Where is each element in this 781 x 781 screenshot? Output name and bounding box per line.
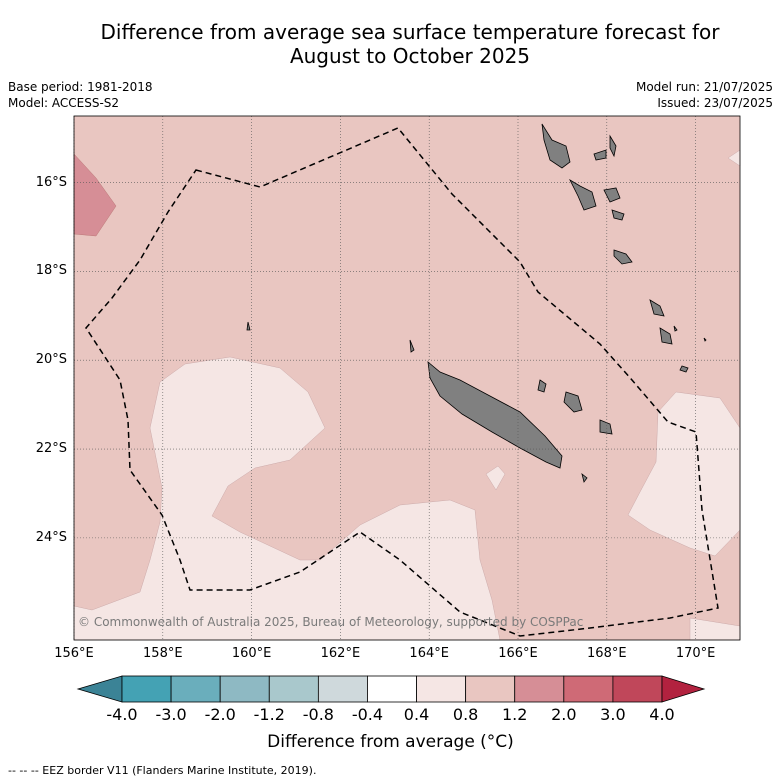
light-anomaly-south (73, 356, 501, 641)
lon-tick-label: 168°E (587, 646, 627, 661)
lon-tick-label: 158°E (143, 646, 183, 661)
land-new-caledonia (427, 361, 563, 469)
lat-tick-label: 22°S (35, 441, 67, 457)
colorbar-swatch (317, 675, 368, 703)
colorbar-tick-label: -3.0 (155, 705, 187, 724)
colorbar-tick-label: 0.4 (403, 705, 430, 724)
lon-tick-label: 164°E (409, 646, 449, 661)
copyright-notice: © Commonwealth of Australia 2025, Bureau… (78, 615, 584, 629)
colorbar-tick-label: 0.8 (452, 705, 479, 724)
colorbar-swatch (416, 675, 467, 703)
map-title-line1: Difference from average sea surface temp… (100, 20, 720, 44)
colorbar-tick-label: -2.0 (204, 705, 236, 724)
colorbar-swatch (367, 675, 417, 703)
lat-tick-label: 20°S (35, 352, 67, 368)
issued-date: Issued: 23/07/2025 (657, 96, 773, 110)
land-vanuatu (541, 123, 689, 373)
lon-tick-label: 160°E (231, 646, 272, 661)
model-run: Model run: 21/07/2025 (635, 80, 773, 94)
colorbar-tick-label: 3.0 (600, 705, 626, 724)
map-title-line2: August to October 2025 (289, 44, 531, 68)
colorbar-swatch (465, 675, 516, 703)
land-masses (246, 123, 707, 483)
map-panel (73, 115, 741, 641)
map-frame (73, 115, 741, 641)
light-anomaly-east (627, 391, 741, 557)
lon-tick-label: 166°E (498, 646, 538, 661)
colorbar-extend-low (76, 675, 123, 703)
colorbar-extend-high (661, 675, 706, 703)
colorbar-title: Difference from average (°C) (267, 732, 514, 752)
colorbar-swatch (219, 675, 270, 703)
lat-tick-label: 18°S (35, 263, 67, 279)
colorbar (76, 675, 706, 703)
eez-border (85, 127, 719, 637)
lon-tick-label: 170°E (675, 646, 716, 661)
colorbar-tick-label: 4.0 (649, 705, 675, 724)
colorbar-tick-label: -1.2 (253, 705, 285, 724)
land-loyalty-islands (537, 379, 613, 483)
colorbar-swatch (170, 675, 221, 703)
eez-legend-note: -- -- -- EEZ border V11 (Flanders Marine… (8, 764, 317, 777)
colorbar-swatch (121, 675, 172, 703)
colorbar-tick-label: 1.2 (501, 705, 528, 724)
lat-tick-label: 16°S (35, 174, 67, 190)
colorbar-swatch (563, 675, 614, 703)
colorbar-tick-label: 2.0 (551, 705, 577, 724)
colorbar-swatch (268, 675, 319, 703)
map-gridlines (73, 116, 740, 640)
colorbar-swatch (514, 675, 565, 703)
lon-tick-label: 162°E (320, 646, 361, 661)
colorbar-tick-label: -4.0 (106, 705, 138, 724)
model-name: Model: ACCESS-S2 (8, 96, 120, 110)
lon-tick-label: 156°E (54, 646, 94, 661)
colorbar-tick-label: -0.8 (302, 705, 334, 724)
base-period: Base period: 1981-2018 (8, 80, 153, 94)
colorbar-swatch (612, 675, 663, 703)
colorbar-tick-label: -0.4 (351, 705, 384, 724)
land-small-islands (246, 321, 707, 353)
lat-tick-label: 24°S (35, 529, 67, 545)
light-anomaly-small (485, 465, 506, 491)
